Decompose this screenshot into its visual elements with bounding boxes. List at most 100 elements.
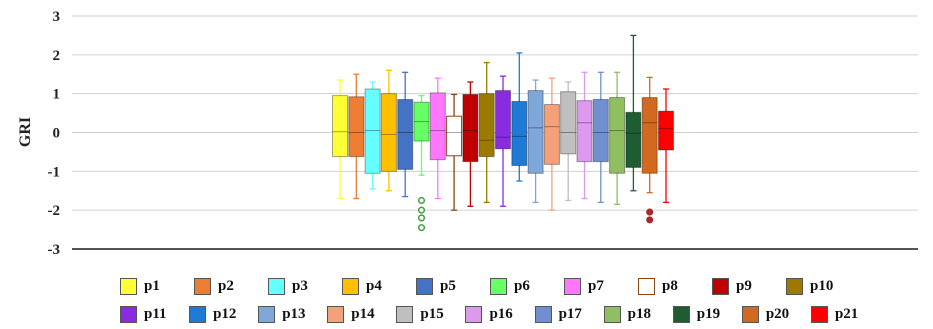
outlier-point [646, 208, 654, 216]
legend-swatch [258, 305, 276, 323]
box [332, 95, 348, 158]
legend-label: p5 [440, 277, 456, 294]
outlier-point [417, 206, 426, 214]
box-p10 [478, 61, 495, 204]
y-axis-title: GRI [17, 117, 34, 147]
legend-label: p17 [558, 305, 582, 322]
box [380, 93, 397, 172]
legend-swatch [268, 277, 285, 295]
legend-swatch [194, 277, 211, 295]
box [560, 91, 577, 155]
legend-label: p8 [662, 277, 678, 294]
legend-swatch [564, 277, 581, 295]
box-p4 [380, 69, 397, 192]
legend-swatch [603, 305, 621, 323]
legend-label: p18 [627, 305, 651, 322]
legend-label: p9 [736, 277, 752, 294]
box [364, 88, 381, 174]
legend-swatch [741, 305, 759, 323]
legend-swatch [396, 305, 414, 323]
legend-label: p19 [696, 305, 721, 322]
legend-label: p12 [213, 305, 237, 322]
outlier-point [646, 216, 654, 224]
outlier-point [417, 196, 426, 205]
legend-item-p7: p7 [564, 277, 638, 295]
y-tick-label: 1 [53, 87, 61, 103]
legend-label: p15 [420, 305, 444, 322]
box-p15 [560, 81, 577, 202]
box-p9 [462, 81, 479, 207]
legend-label: p20 [765, 305, 790, 322]
box [658, 110, 674, 151]
outlier-point [417, 214, 426, 222]
box-p11 [495, 75, 511, 207]
box [478, 93, 495, 158]
legend-swatch [490, 277, 507, 295]
box-p12 [511, 52, 528, 182]
legend-swatch [465, 305, 483, 323]
legend-swatch [810, 305, 828, 323]
legend: p1 p2 p3 p4 p5 p6 p7 p8 p9 p10 p11 p12 p13 p14 p15 p16 p… [120, 272, 880, 328]
legend-item-p8: p8 [638, 277, 712, 295]
legend-item-p17: p17 [534, 305, 604, 323]
legend-label: p14 [351, 305, 375, 322]
legend-item-p3: p3 [268, 277, 342, 295]
box-p5 [397, 71, 414, 198]
box [625, 111, 642, 168]
legend-item-p10: p10 [786, 277, 860, 295]
box [446, 115, 463, 157]
box-p20 [641, 76, 658, 224]
box-p1 [332, 79, 348, 200]
legend-label: p21 [834, 305, 859, 322]
box-p21 [658, 88, 674, 204]
outlier-point [417, 224, 426, 232]
box-p7 [429, 77, 446, 200]
box-p17 [592, 71, 609, 204]
box-p16 [576, 71, 593, 200]
box-p2 [348, 73, 365, 200]
legend-row: p11 p12 p13 p14 p15 p16 p17 p18 p19 p20 p21 [120, 300, 880, 328]
legend-item-p16: p16 [465, 305, 534, 323]
legend-swatch [342, 277, 359, 295]
legend-item-p4: p4 [342, 277, 416, 295]
legend-item-p2: p2 [194, 277, 268, 295]
box [429, 92, 446, 161]
legend-swatch [120, 305, 137, 323]
box-p19 [625, 34, 642, 192]
y-tick-label: 3 [53, 9, 61, 25]
box [495, 90, 511, 150]
y-tick-label: 0 [53, 126, 61, 142]
legend-swatch [638, 277, 655, 295]
y-tick-label: 2 [53, 48, 61, 64]
legend-item-p13: p13 [258, 305, 327, 323]
legend-label: p2 [218, 277, 234, 294]
legend-item-p21: p21 [810, 305, 880, 323]
legend-item-p6: p6 [490, 277, 564, 295]
box-plot-chart: 3 2 1 0 -1 -2 -3 GRI [17, 9, 918, 258]
y-tick-label: -1 [48, 164, 61, 180]
legend-label: p3 [292, 277, 308, 294]
legend-label: p1 [144, 277, 160, 294]
legend-item-p9: p9 [712, 277, 786, 295]
box-p6 [413, 94, 430, 232]
box [348, 96, 365, 158]
box [397, 98, 414, 170]
box [641, 97, 658, 174]
box-p3 [364, 81, 381, 190]
box [511, 100, 528, 167]
legend-label: p4 [366, 277, 382, 294]
legend-swatch [416, 277, 433, 295]
legend-item-p20: p20 [741, 305, 811, 323]
legend-label: p11 [144, 305, 167, 322]
legend-item-p14: p14 [327, 305, 396, 323]
y-axis-ticks: 3 2 1 0 -1 -2 -3 [48, 9, 61, 258]
box [592, 98, 609, 163]
legend-label: p13 [282, 305, 306, 322]
legend-item-p11: p11 [120, 305, 189, 323]
box-series [332, 34, 674, 232]
legend-item-p1: p1 [120, 277, 194, 295]
box-p13 [527, 79, 544, 204]
legend-label: p16 [489, 305, 513, 322]
legend-item-p5: p5 [416, 277, 490, 295]
box [413, 101, 430, 142]
